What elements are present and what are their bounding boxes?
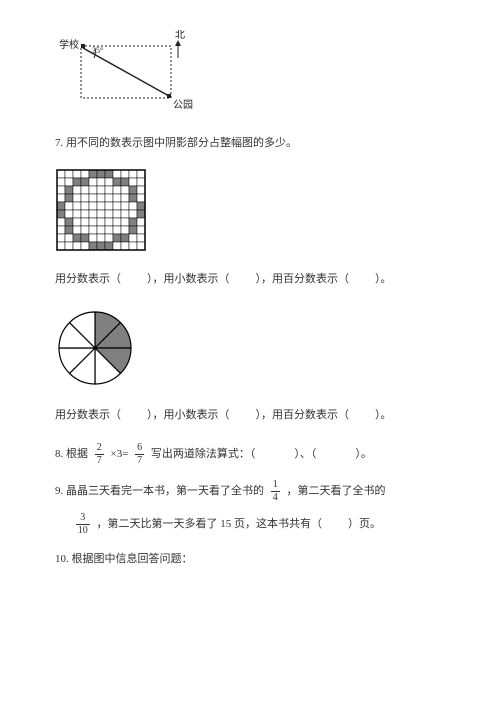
q9-frac1: 1 4 — [271, 480, 280, 503]
q9-frac2: 3 10 — [76, 513, 90, 536]
school-label: 学校 — [59, 38, 79, 51]
mid1b: ），用小数表示（ — [147, 409, 230, 421]
q8-frac1: 2 7 — [95, 443, 104, 466]
q9-end: ）页。 — [348, 518, 381, 530]
q8-end: ）。 — [355, 448, 372, 460]
q7-text: 7. 用不同的数表示图中阴影部分占整幅图的多少。 — [55, 134, 445, 154]
q9-block: 9. 晶晶三天看完一本书，第一天看了全书的 1 4 ，第二天看了全书的 3 10… — [55, 480, 445, 536]
q9-line1: 9. 晶晶三天看完一本书，第一天看了全书的 1 4 ，第二天看了全书的 — [55, 480, 445, 503]
frac-prompt: 用分数表示（ — [55, 273, 121, 285]
mid2b: ），用百分数表示（ — [256, 409, 350, 421]
mid1: ），用小数表示（ — [147, 273, 230, 285]
park-marker — [167, 94, 171, 98]
map-diagram: 学校 北 35° 公园 — [55, 30, 445, 116]
q7-pie-answer-line: 用分数表示（ ），用小数表示（ ），用百分数表示（ ）。 — [55, 406, 445, 426]
q8-prefix: 8. 根据 — [55, 448, 91, 460]
q9-l1b: ，第二天看了全书的 — [287, 485, 386, 497]
end1: ）。 — [375, 273, 392, 285]
q7-pie-diagram — [55, 308, 445, 388]
mid2: ），用百分数表示（ — [256, 273, 350, 285]
map-diagonal — [83, 48, 169, 96]
q7-grid-diagram — [55, 168, 445, 252]
angle-label: 35° — [92, 46, 103, 55]
q9-line2: 3 10 ，第二天比第一天多看了 15 页，这本书共有（ ）页。 — [55, 513, 445, 536]
q8-times: ×3= — [111, 448, 132, 460]
q8-sep: ）、（ — [294, 448, 316, 460]
park-label: 公园 — [173, 99, 193, 111]
q8-tail: 写出两道除法算式：（ — [151, 448, 256, 460]
q10-text: 10. 根据图中信息回答问题： — [55, 550, 445, 570]
q8-frac2: 6 7 — [135, 443, 144, 466]
q8-line: 8. 根据 2 7 ×3= 6 7 写出两道除法算式：（ ）、（ ）。 — [55, 443, 445, 466]
north-label: 北 — [175, 30, 185, 41]
frac-prompt2: 用分数表示（ — [55, 409, 121, 421]
q9-l1a: 9. 晶晶三天看完一本书，第一天看了全书的 — [55, 485, 267, 497]
q7-grid-answer-line: 用分数表示（ ），用小数表示（ ），用百分数表示（ ）。 — [55, 270, 445, 290]
end1b: ）。 — [375, 409, 392, 421]
q9-l2: ，第二天比第一天多看了 15 页，这本书共有（ — [97, 518, 323, 530]
